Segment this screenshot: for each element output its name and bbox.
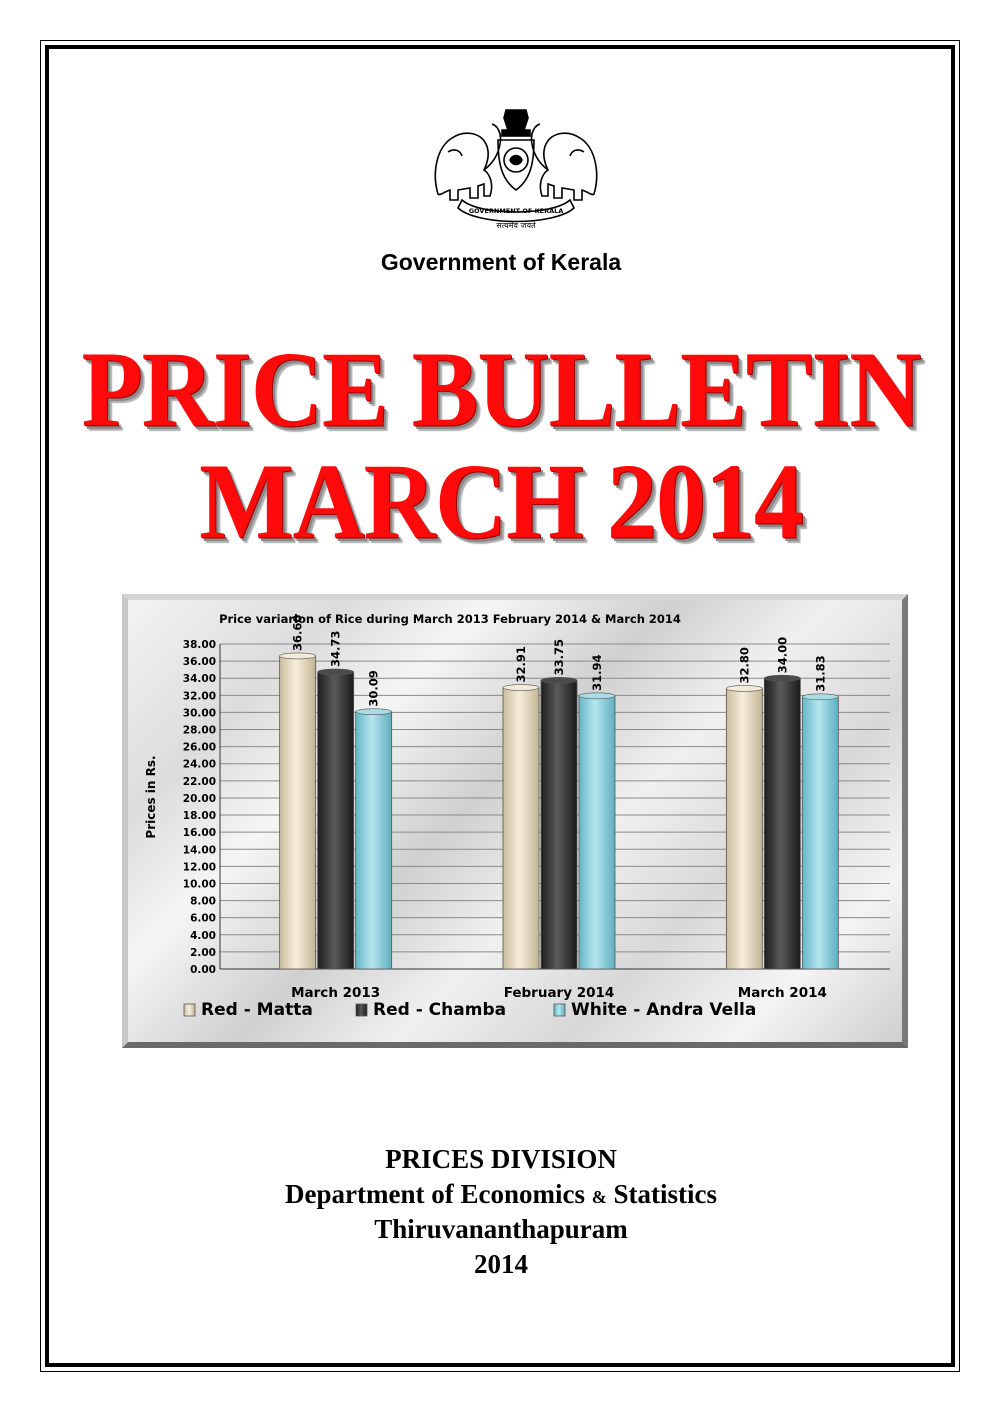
- y-tick-label: 36.00: [183, 656, 216, 668]
- data-label: 31.83: [813, 655, 827, 691]
- title-line-1: PRICE BULLETIN: [81, 329, 922, 450]
- y-tick-label: 20.00: [183, 793, 216, 805]
- bar: [578, 695, 616, 970]
- department-label: Department of Economics & Statistics: [0, 1177, 1002, 1215]
- kerala-emblem-icon: GOVERNMENT OF KERALA सत्यमेव जयते: [434, 109, 598, 230]
- data-label: 34.73: [329, 631, 343, 667]
- chart-y-axis-label: Prices in Rs.: [144, 755, 158, 838]
- department-ampersand: &: [591, 1187, 607, 1207]
- y-tick-label: 10.00: [183, 878, 216, 890]
- y-tick-label: 8.00: [190, 896, 216, 908]
- department-label-part-1: Department of Economics: [285, 1179, 585, 1209]
- y-tick-label: 34.00: [183, 673, 216, 685]
- emblem-text: GOVERNMENT OF KERALA: [469, 207, 564, 215]
- x-tick-label: March 2013: [291, 985, 380, 1001]
- data-label: 32.80: [737, 647, 751, 683]
- bar-cap: [502, 684, 540, 691]
- department-label-part-2: Statistics: [613, 1179, 717, 1209]
- y-tick-label: 22.00: [183, 776, 216, 788]
- bar: [763, 677, 801, 970]
- legend-swatch: [553, 1003, 566, 1017]
- chart-canvas: 0.00 2.00 4.00 6.00 8.00 10.00 12.00 14.00 16.00…: [144, 612, 890, 1020]
- y-tick-label: 14.00: [183, 844, 216, 856]
- data-label: 33.75: [552, 639, 566, 675]
- bar-cap: [540, 677, 578, 684]
- bar-cap: [578, 692, 616, 700]
- legend-entry: Red - Chamba: [373, 1000, 506, 1020]
- outer-border: [40, 40, 960, 1372]
- y-tick-label: 6.00: [190, 913, 216, 925]
- title-line-2: MARCH 2014: [199, 441, 804, 562]
- data-label: 31.94: [590, 654, 604, 690]
- rice-price-chart: 0.00 2.00 4.00 6.00 8.00 10.00 12.00 14.00 16.00…: [122, 594, 908, 1048]
- chart-title: Price variarion of Rice during March 201…: [219, 612, 681, 626]
- data-label: 30.09: [367, 670, 381, 706]
- legend-entry: Red - Matta: [201, 1000, 313, 1020]
- data-label: 32.91: [514, 646, 528, 682]
- bar: [725, 688, 763, 970]
- data-label: 34.00: [775, 637, 789, 673]
- y-tick-label: 0.00: [190, 964, 216, 976]
- bar-cap: [726, 685, 763, 692]
- y-tick-label: 18.00: [183, 810, 216, 822]
- y-tick-label: 28.00: [183, 725, 216, 737]
- y-tick-label: 26.00: [183, 742, 216, 754]
- bar-cap: [355, 708, 392, 715]
- y-tick-label: 30.00: [183, 707, 216, 719]
- y-tick-label: 12.00: [183, 861, 216, 873]
- bar-cap: [279, 652, 316, 660]
- data-label: 36.60: [291, 615, 305, 651]
- emblem-motto: सत्यमेव जयते: [496, 220, 536, 230]
- bar: [502, 687, 540, 970]
- x-tick-label: February 2014: [504, 985, 615, 1001]
- y-tick-label: 16.00: [183, 827, 216, 839]
- government-label: Government of Kerala: [380, 249, 622, 275]
- legend-entry: White - Andra Vella: [571, 1000, 756, 1020]
- bar: [355, 711, 393, 970]
- legend-swatch: [183, 1003, 196, 1017]
- bar: [317, 671, 355, 970]
- bar: [540, 679, 578, 970]
- y-tick-label: 4.00: [190, 930, 216, 942]
- bar-cap: [802, 693, 839, 701]
- city-label: Thiruvananthapuram: [374, 1214, 628, 1244]
- year-label: 2014: [474, 1249, 528, 1279]
- y-tick-label: 38.00: [183, 639, 216, 651]
- legend-swatch: [355, 1003, 368, 1017]
- y-tick-label: 2.00: [190, 947, 216, 959]
- y-tick-label: 32.00: [183, 690, 216, 702]
- division-label: PRICES DIVISION: [385, 1144, 617, 1174]
- bar: [801, 696, 839, 970]
- bar-cap: [764, 674, 801, 682]
- bar: [279, 655, 317, 970]
- inner-border: [45, 45, 955, 1367]
- x-tick-label: March 2014: [738, 985, 827, 1001]
- y-tick-label: 24.00: [183, 759, 216, 771]
- bar-cap: [317, 668, 354, 676]
